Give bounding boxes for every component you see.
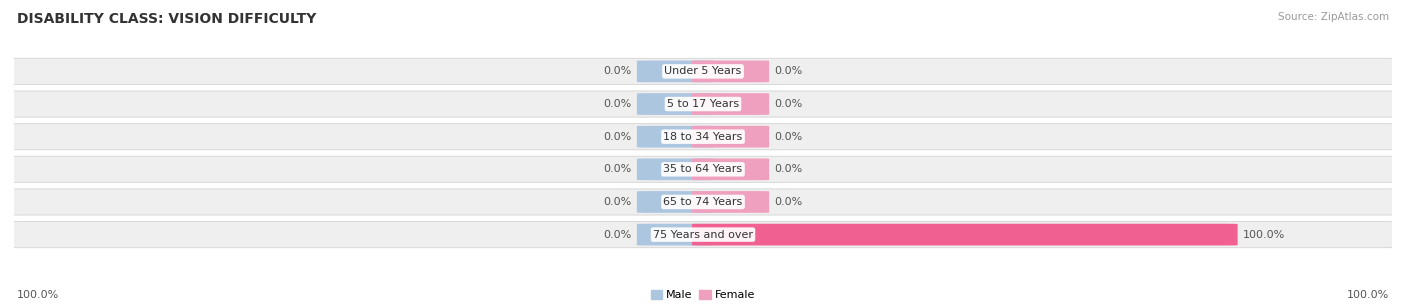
Text: 100.0%: 100.0%	[1243, 230, 1285, 240]
Text: 35 to 64 Years: 35 to 64 Years	[664, 164, 742, 174]
FancyBboxPatch shape	[0, 222, 1406, 248]
Text: 100.0%: 100.0%	[17, 290, 59, 300]
FancyBboxPatch shape	[0, 91, 1406, 117]
FancyBboxPatch shape	[637, 224, 714, 245]
Text: 0.0%: 0.0%	[775, 164, 803, 174]
Text: 0.0%: 0.0%	[775, 99, 803, 109]
FancyBboxPatch shape	[692, 191, 769, 213]
FancyBboxPatch shape	[0, 124, 1406, 150]
Legend: Male, Female: Male, Female	[651, 290, 755, 300]
Text: 0.0%: 0.0%	[603, 66, 631, 76]
FancyBboxPatch shape	[692, 61, 769, 82]
Text: 0.0%: 0.0%	[603, 197, 631, 207]
FancyBboxPatch shape	[0, 189, 1406, 215]
FancyBboxPatch shape	[692, 159, 769, 180]
Text: 65 to 74 Years: 65 to 74 Years	[664, 197, 742, 207]
FancyBboxPatch shape	[637, 191, 714, 213]
FancyBboxPatch shape	[692, 224, 1237, 245]
Text: 0.0%: 0.0%	[603, 164, 631, 174]
Text: 0.0%: 0.0%	[775, 66, 803, 76]
FancyBboxPatch shape	[637, 159, 714, 180]
Text: 0.0%: 0.0%	[775, 132, 803, 142]
FancyBboxPatch shape	[637, 93, 714, 115]
Text: 75 Years and over: 75 Years and over	[652, 230, 754, 240]
Text: DISABILITY CLASS: VISION DIFFICULTY: DISABILITY CLASS: VISION DIFFICULTY	[17, 12, 316, 26]
Text: 18 to 34 Years: 18 to 34 Years	[664, 132, 742, 142]
Text: 100.0%: 100.0%	[1347, 290, 1389, 300]
FancyBboxPatch shape	[0, 156, 1406, 182]
FancyBboxPatch shape	[0, 58, 1406, 84]
FancyBboxPatch shape	[637, 61, 714, 82]
Text: 0.0%: 0.0%	[603, 230, 631, 240]
Text: 0.0%: 0.0%	[603, 132, 631, 142]
FancyBboxPatch shape	[692, 126, 769, 147]
Text: 5 to 17 Years: 5 to 17 Years	[666, 99, 740, 109]
Text: Source: ZipAtlas.com: Source: ZipAtlas.com	[1278, 12, 1389, 22]
Text: Under 5 Years: Under 5 Years	[665, 66, 741, 76]
Text: 0.0%: 0.0%	[775, 197, 803, 207]
FancyBboxPatch shape	[692, 93, 769, 115]
Text: 0.0%: 0.0%	[603, 99, 631, 109]
FancyBboxPatch shape	[637, 126, 714, 147]
